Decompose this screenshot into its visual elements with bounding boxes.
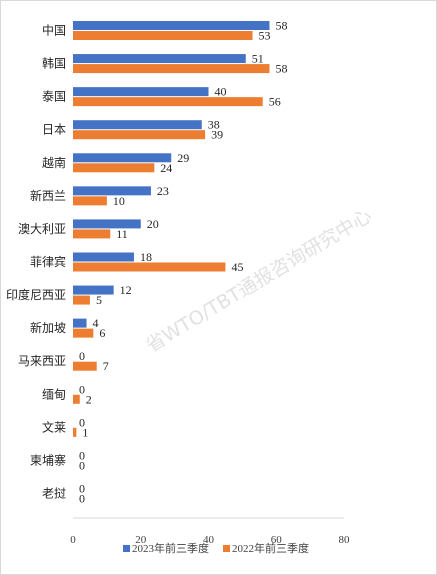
data-label: 58 [275, 19, 287, 33]
data-label: 5 [96, 293, 102, 307]
legend-label: 2022年前三季度 [232, 541, 309, 555]
value-label-layer: 5853515840563839292423102011184512546070… [79, 19, 287, 506]
category-label-layer: 中国韩国泰国日本越南新西兰澳大利亚菲律宾印度尼西亚新加坡马来西亚缅甸文莱柬埔寨老… [6, 23, 66, 501]
bar [73, 229, 111, 239]
bar [73, 427, 77, 437]
x-tick-label: 20 [135, 534, 147, 546]
bar [73, 328, 94, 338]
bar [73, 196, 107, 206]
category-label: 澳大利亚 [18, 222, 66, 236]
bar-layer [73, 21, 270, 437]
data-label: 0 [79, 481, 85, 495]
bar [73, 163, 155, 173]
data-label: 4 [93, 316, 99, 330]
data-label: 10 [113, 194, 125, 208]
data-label: 29 [177, 151, 189, 165]
category-label: 新西兰 [30, 188, 66, 203]
bar [73, 285, 114, 295]
data-label: 0 [79, 458, 85, 472]
bar [73, 318, 87, 328]
bar [73, 219, 141, 229]
legend-swatch [123, 545, 130, 552]
x-tick-label: 40 [203, 534, 215, 546]
bar [73, 153, 172, 163]
watermark: 省WTO/TBT通报咨询研究中心 [142, 205, 375, 357]
category-label: 菲律宾 [30, 254, 66, 269]
data-label: 20 [147, 217, 159, 231]
data-label: 40 [215, 85, 227, 99]
bar [73, 361, 97, 371]
bar [73, 31, 253, 40]
bar [73, 54, 246, 64]
data-label: 0 [79, 349, 85, 363]
data-label: 51 [252, 52, 264, 66]
bar [73, 87, 209, 97]
bar [73, 262, 226, 272]
bar [73, 252, 134, 262]
data-label: 12 [120, 283, 132, 297]
x-tick-label: 0 [70, 534, 76, 546]
bar [73, 394, 80, 404]
bar [73, 21, 270, 30]
bar [73, 120, 202, 130]
data-label: 1 [82, 425, 88, 439]
legend-label: 2023年前三季度 [132, 541, 209, 555]
data-label: 24 [160, 161, 172, 175]
data-label: 56 [269, 95, 281, 109]
category-label: 新加坡 [30, 320, 66, 335]
x-tick-label: 60 [271, 534, 283, 546]
data-label: 39 [211, 128, 223, 142]
data-label: 38 [208, 118, 220, 132]
category-label: 马来西亚 [18, 354, 66, 368]
data-label: 7 [103, 359, 109, 373]
data-label: 23 [157, 184, 169, 198]
bar [73, 186, 151, 196]
data-label: 0 [79, 415, 85, 429]
category-label: 日本 [42, 123, 66, 137]
legend-swatch [223, 545, 230, 552]
category-label: 中国 [42, 23, 66, 38]
bar [73, 97, 263, 107]
category-label: 韩国 [42, 56, 66, 71]
data-label: 6 [99, 326, 105, 340]
data-label: 0 [79, 491, 85, 505]
category-label: 越南 [42, 155, 66, 170]
category-label: 印度尼西亚 [6, 287, 66, 302]
bar [73, 130, 206, 140]
data-label: 58 [275, 62, 287, 76]
data-label: 18 [140, 250, 152, 264]
x-tick-label: 80 [339, 534, 351, 546]
data-label: 11 [116, 227, 128, 241]
category-label: 文莱 [42, 419, 66, 434]
category-label: 老挝 [42, 486, 66, 500]
data-label: 53 [259, 29, 271, 43]
data-label: 0 [79, 382, 85, 396]
data-label: 0 [79, 448, 85, 462]
x-tick-layer: 0 20 40 60 80 [70, 534, 350, 546]
data-label: 45 [231, 260, 243, 274]
data-label: 2 [86, 392, 92, 406]
category-label: 柬埔寨 [30, 452, 66, 467]
category-label: 缅甸 [42, 387, 66, 401]
legend: 2023年前三季度 2022年前三季度 [123, 541, 309, 555]
bar [73, 295, 90, 305]
category-label: 泰国 [42, 90, 66, 104]
bar [73, 64, 270, 74]
